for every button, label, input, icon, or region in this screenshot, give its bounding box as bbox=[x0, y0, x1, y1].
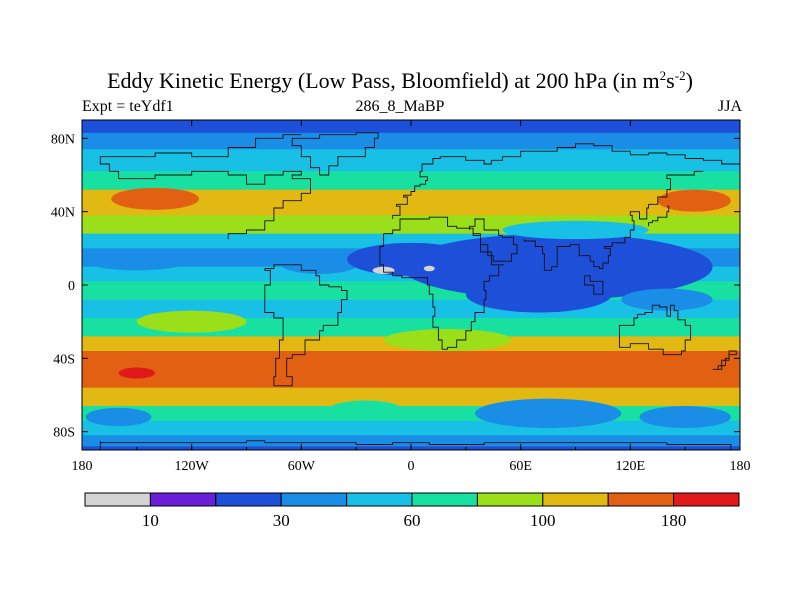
colorbar-box-4 bbox=[346, 492, 413, 507]
colorbar-box-9 bbox=[673, 492, 740, 507]
colorbar-box-6 bbox=[476, 492, 544, 507]
colorbar: 10 30 60 100 180 bbox=[84, 492, 740, 530]
x-tick-label-6: 180 bbox=[730, 459, 751, 474]
field-patch-17 bbox=[328, 400, 402, 419]
y-tick-label-3: 40S bbox=[53, 352, 75, 367]
coastlines bbox=[99, 132, 740, 450]
field-patch-15 bbox=[639, 406, 731, 428]
colorbar-label-1: 30 bbox=[273, 511, 290, 530]
x-tick-label-2: 60W bbox=[288, 459, 316, 474]
eke-field bbox=[82, 120, 740, 450]
run-label: 286_8_MaBP bbox=[355, 98, 445, 115]
coastline-3 bbox=[392, 143, 740, 219]
colorbar-box-0 bbox=[84, 492, 151, 507]
field-patch-1 bbox=[657, 189, 731, 212]
field-patch-5 bbox=[347, 242, 475, 276]
coastline-5 bbox=[469, 218, 518, 262]
field-patch-6 bbox=[465, 275, 613, 313]
colorbar-box-7 bbox=[542, 492, 609, 507]
colorbar-label-2: 60 bbox=[404, 511, 421, 530]
y-tick-label-2: 0 bbox=[68, 279, 75, 294]
field-patch-14 bbox=[474, 398, 622, 429]
field-patch-19 bbox=[423, 265, 435, 272]
x-tick-label-0: 180 bbox=[72, 459, 93, 474]
coastline-9 bbox=[291, 132, 379, 176]
y-tick-label-4: 80S bbox=[53, 426, 75, 441]
field-patch-11 bbox=[103, 354, 207, 385]
coastline-4 bbox=[379, 216, 505, 350]
lat-band-2 bbox=[82, 149, 740, 172]
field-patch-2 bbox=[85, 251, 189, 271]
lat-band-14 bbox=[82, 387, 740, 407]
lat-band-16 bbox=[82, 420, 740, 436]
field-patch-9 bbox=[136, 310, 247, 333]
x-tick-label-3: 0 bbox=[408, 459, 415, 474]
x-tick-label-1: 120W bbox=[175, 459, 210, 474]
colorbar-label-3: 100 bbox=[530, 511, 556, 530]
colorbar-box-3 bbox=[280, 492, 348, 507]
coastline-11 bbox=[648, 205, 670, 227]
coastline-6 bbox=[523, 170, 704, 271]
lat-band-0 bbox=[82, 120, 740, 134]
coastline-7 bbox=[618, 304, 692, 356]
field-patch-8 bbox=[502, 220, 649, 240]
field-patch-12 bbox=[118, 367, 156, 379]
coastline-0 bbox=[99, 440, 740, 450]
y-tick-label-1: 40N bbox=[51, 206, 75, 221]
colorbar-box-5 bbox=[411, 492, 478, 507]
field-patch-0 bbox=[111, 187, 199, 210]
x-tick-label-4: 60E bbox=[509, 459, 532, 474]
colorbar-label-4: 180 bbox=[661, 511, 687, 530]
field-patch-3 bbox=[279, 252, 360, 274]
x-tick-label-5: 120E bbox=[616, 459, 646, 474]
lat-band-17 bbox=[82, 435, 740, 447]
field-patch-13 bbox=[685, 352, 740, 383]
coastline-2 bbox=[264, 264, 348, 387]
coastline-1 bbox=[99, 134, 311, 240]
lat-band-3 bbox=[82, 171, 740, 191]
colorbar-box-2 bbox=[215, 492, 282, 507]
lat-band-11 bbox=[82, 318, 740, 337]
y-tick-label-0: 80N bbox=[51, 132, 75, 147]
colorbar-box-8 bbox=[607, 492, 675, 507]
colorbar-label-0: 10 bbox=[142, 511, 159, 530]
coastline-8 bbox=[712, 350, 737, 370]
coastline-10 bbox=[584, 275, 604, 295]
field-patch-7 bbox=[621, 288, 713, 311]
lat-band-1 bbox=[82, 132, 740, 150]
field-patch-10 bbox=[383, 329, 512, 351]
chart-title: Eddy Kinetic Energy (Low Pass, Bloomfiel… bbox=[107, 68, 693, 93]
season-label: JJA bbox=[717, 98, 742, 115]
axes: 180 120W 60W 0 60E 120E 180 80N 40N 0 40S 80S bbox=[51, 120, 751, 474]
colorbar-box-1 bbox=[149, 492, 217, 507]
experiment-label: Expt = teYdf1 bbox=[82, 98, 174, 115]
field-patch-16 bbox=[85, 407, 152, 427]
